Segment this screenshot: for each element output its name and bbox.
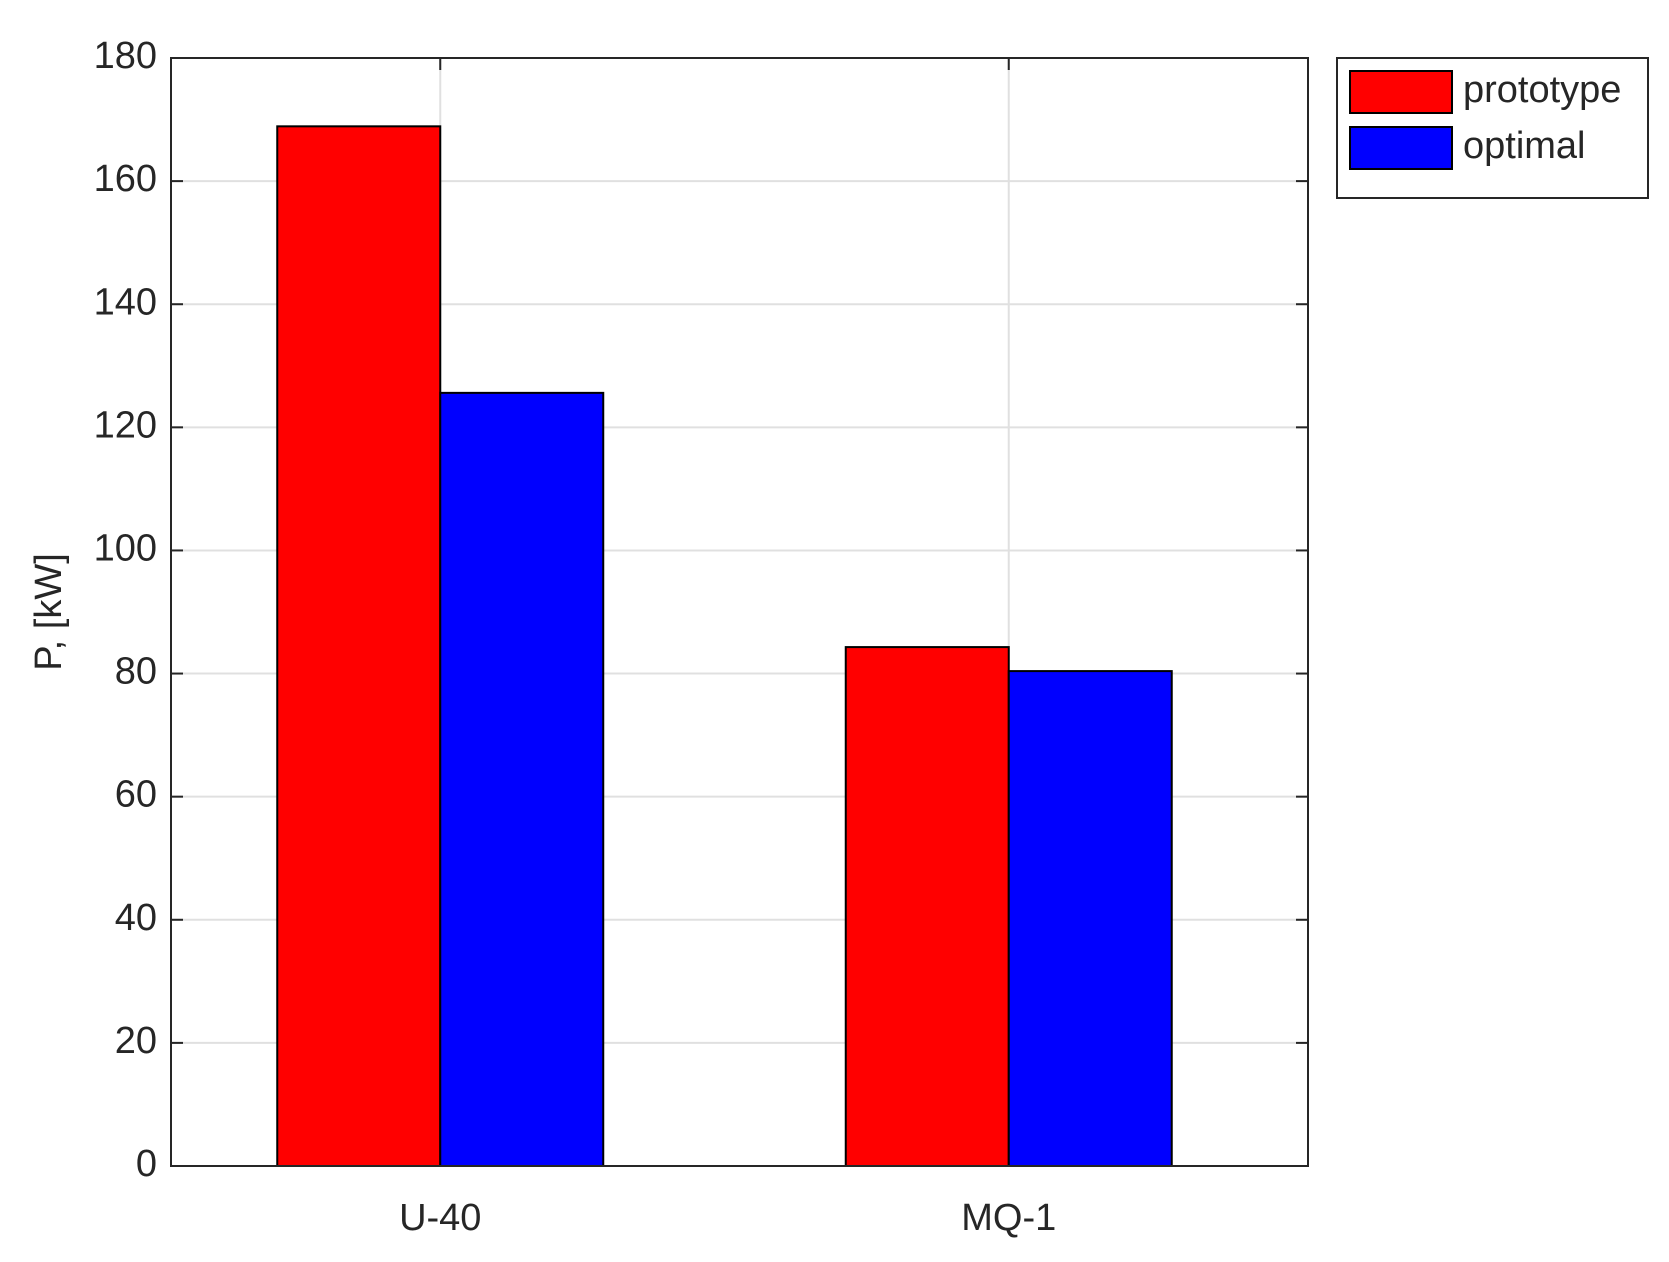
bar bbox=[439, 391, 605, 1167]
y-tick-label: 40 bbox=[115, 897, 157, 939]
legend-label: optimal bbox=[1463, 125, 1586, 167]
y-tick-label: 140 bbox=[94, 281, 157, 323]
y-tick-label: 120 bbox=[94, 404, 157, 446]
y-tick-label: 20 bbox=[115, 1020, 157, 1062]
y-tick-label: 0 bbox=[136, 1143, 157, 1185]
x-tick-label: U-40 bbox=[399, 1197, 481, 1239]
legend-swatch bbox=[1349, 126, 1453, 170]
bar bbox=[276, 125, 442, 1168]
y-tick-label: 180 bbox=[94, 35, 157, 77]
y-tick-label: 160 bbox=[94, 158, 157, 200]
y-axis-label: P, [kW] bbox=[28, 553, 70, 671]
y-tick-label: 80 bbox=[115, 651, 157, 693]
legend-swatch bbox=[1349, 70, 1453, 114]
legend-label: prototype bbox=[1463, 69, 1621, 111]
y-tick-label: 100 bbox=[94, 527, 157, 569]
x-tick-label: MQ-1 bbox=[961, 1197, 1056, 1239]
bar bbox=[844, 646, 1010, 1167]
bar bbox=[1007, 670, 1173, 1167]
plot-frame bbox=[170, 57, 1309, 1167]
y-tick-label: 60 bbox=[115, 774, 157, 816]
